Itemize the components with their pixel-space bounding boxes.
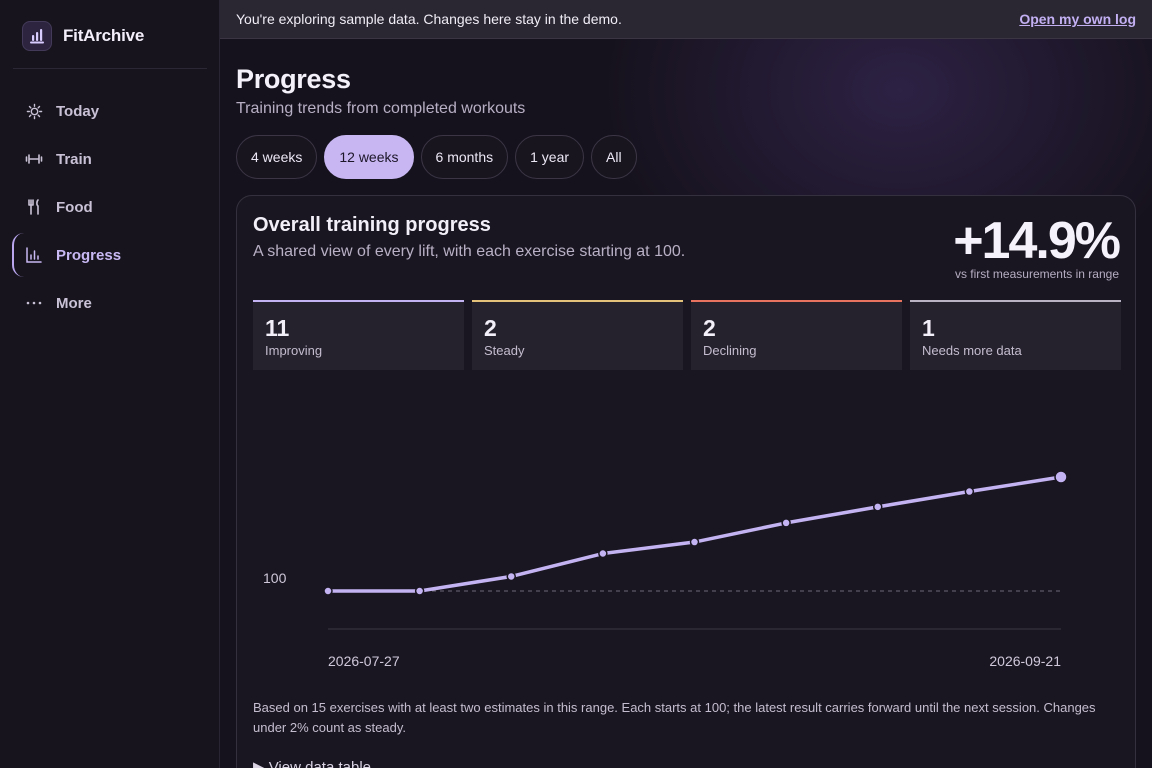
sidebar: FitArchive Today Train [0, 0, 220, 768]
data-point [1054, 470, 1068, 484]
progress-line-chart: 100 2026-07-27 2026-09-21 [263, 470, 1068, 669]
more-dots-icon [25, 294, 43, 312]
x-tick-label-end: 2026-09-21 [989, 653, 1061, 669]
stat-steady: 2 Steady [472, 300, 683, 370]
series-line [326, 475, 1063, 593]
data-point [781, 518, 791, 528]
sidebar-item-label: Train [56, 150, 92, 168]
data-point [414, 586, 425, 596]
view-data-table-toggle[interactable]: ▶ View data table [253, 759, 372, 768]
card-subtitle: A shared view of every lift, with each e… [253, 243, 686, 260]
stat-declining: 2 Declining [691, 300, 902, 370]
range-1-year-button[interactable]: 1 year [515, 135, 585, 179]
sidebar-divider [13, 68, 207, 69]
page-title: Progress [236, 64, 351, 94]
stat-tiles: 11 Improving 2 Steady 2 Declining 1 Need… [253, 300, 1121, 370]
brand[interactable]: FitArchive [22, 21, 144, 51]
sidebar-item-food[interactable]: Food [12, 185, 208, 229]
sidebar-item-train[interactable]: Train [12, 137, 208, 181]
chart-footnote: Based on 15 exercises with at least two … [253, 700, 1096, 735]
stat-value: 1 [922, 315, 935, 341]
sidebar-item-label: More [56, 294, 92, 312]
utensils-icon [25, 198, 43, 216]
overall-change-caption: vs first measurements in range [954, 267, 1119, 281]
range-12-weeks-button[interactable]: 12 weeks [324, 135, 414, 179]
card-title: Overall training progress [253, 214, 491, 236]
stat-needs-more-data: 1 Needs more data [910, 300, 1121, 370]
brand-name: FitArchive [63, 26, 145, 45]
x-tick-label-start: 2026-07-27 [328, 653, 400, 669]
stat-label: Declining [703, 343, 757, 358]
data-point [689, 537, 700, 547]
stat-improving: 11 Improving [253, 300, 464, 370]
data-point [598, 548, 608, 559]
dumbbell-icon [25, 150, 43, 168]
sidebar-item-more[interactable]: More [12, 281, 208, 325]
stat-label: Steady [484, 343, 525, 358]
page-subtitle: Training trends from completed workouts [236, 100, 526, 117]
data-point [506, 571, 516, 582]
stat-value: 2 [484, 315, 497, 341]
sidebar-item-label: Today [56, 102, 100, 120]
data-point [964, 486, 975, 497]
sidebar-nav: Today Train Food [12, 89, 208, 329]
range-6-months-button[interactable]: 6 months [420, 135, 509, 179]
range-4-weeks-button[interactable]: 4 weeks [236, 135, 318, 179]
sidebar-item-label: Progress [56, 246, 122, 264]
stat-label: Improving [265, 343, 323, 358]
demo-banner-text: You're exploring sample data. Changes he… [236, 11, 622, 27]
stat-value: 11 [265, 315, 290, 341]
stat-label: Needs more data [922, 343, 1022, 358]
demo-banner: You're exploring sample data. Changes he… [220, 0, 1152, 39]
baseline-label: 100 [263, 570, 287, 586]
overall-progress-card: Overall training progress A shared view … [236, 195, 1136, 768]
range-selector: 4 weeks 12 weeks 6 months 1 year All [236, 135, 637, 179]
stat-value: 2 [703, 315, 716, 341]
sidebar-item-label: Food [56, 198, 93, 216]
data-point [873, 502, 883, 512]
sun-icon [25, 102, 43, 120]
range-all-button[interactable]: All [591, 135, 637, 179]
main-content: You're exploring sample data. Changes he… [220, 0, 1152, 768]
bar-chart-logo-icon [22, 21, 52, 51]
data-point [323, 586, 333, 596]
sidebar-item-today[interactable]: Today [12, 89, 208, 133]
open-own-log-link[interactable]: Open my own log [1019, 11, 1136, 27]
bar-chart-icon [25, 246, 43, 264]
overall-change-value: +14.9% [953, 212, 1121, 270]
sidebar-item-progress[interactable]: Progress [12, 233, 208, 277]
